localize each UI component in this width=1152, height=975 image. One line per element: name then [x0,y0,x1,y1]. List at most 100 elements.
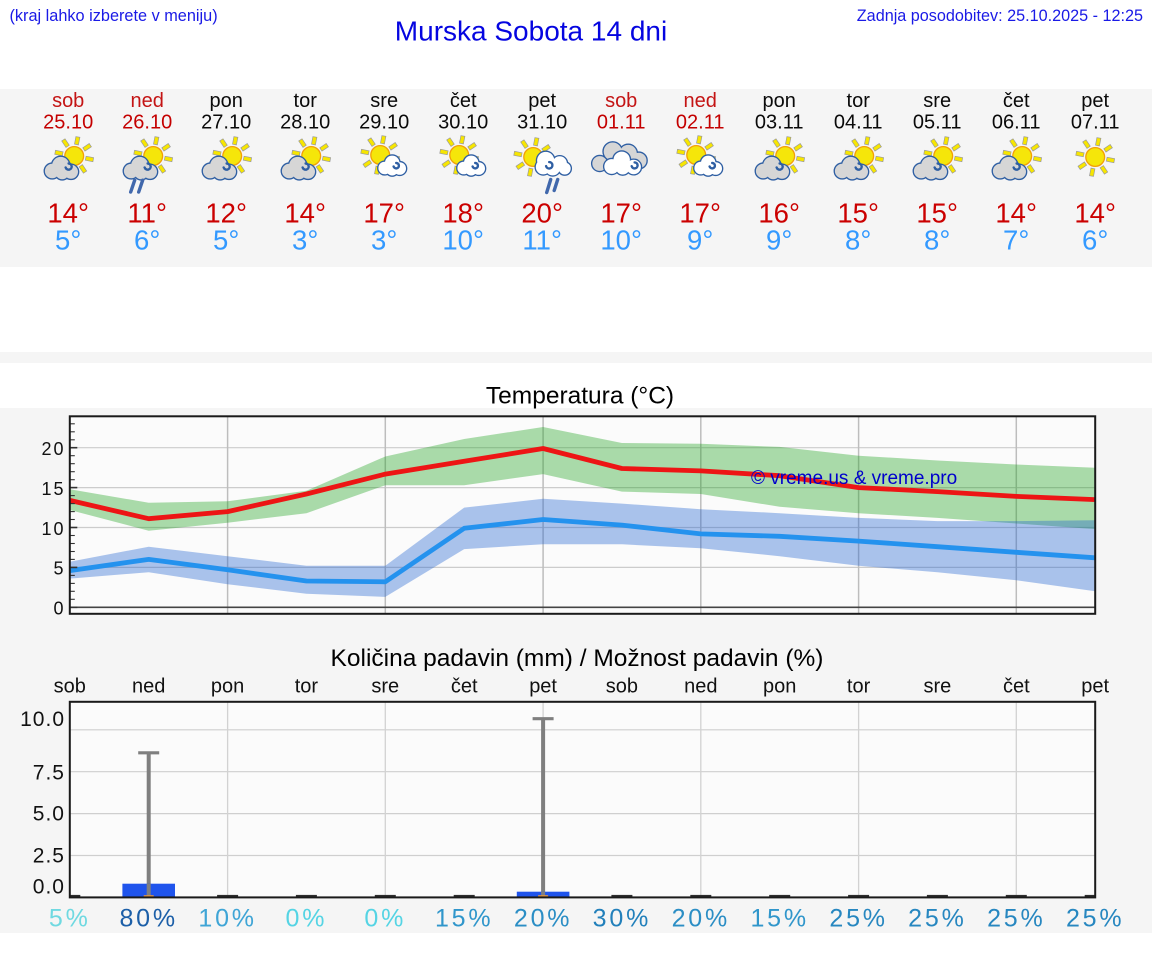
svg-text:pet: pet [529,676,557,698]
svg-text:0.0: 0.0 [33,876,65,899]
svg-text:30.10: 30.10 [438,112,488,134]
svg-text:pon: pon [763,676,796,698]
svg-text:31.10: 31.10 [517,112,567,134]
svg-text:14°: 14° [1074,198,1116,229]
svg-text:15°: 15° [837,198,879,229]
svg-text:9°: 9° [687,225,713,256]
svg-text:pon: pon [210,90,243,112]
svg-text:28.10: 28.10 [280,112,330,134]
svg-text:pon: pon [211,676,244,698]
svg-text:07.11: 07.11 [1071,112,1120,134]
svg-text:© vreme.us & vreme.pro: © vreme.us & vreme.pro [751,468,957,489]
svg-text:8°: 8° [845,225,871,256]
svg-text:Zadnja posodobitev: 25.10.2025: Zadnja posodobitev: 25.10.2025 - 12:25 [857,7,1143,25]
svg-text:10°: 10° [442,225,484,256]
svg-text:15: 15 [41,479,65,499]
svg-text:tor: tor [295,676,319,698]
svg-text:05.11: 05.11 [913,112,962,134]
svg-text:ned: ned [684,676,717,698]
svg-text:14°: 14° [284,198,326,229]
svg-text:5°: 5° [213,225,239,256]
svg-text:ned: ned [132,676,165,698]
svg-text:5°: 5° [55,225,81,256]
svg-text:pon: pon [763,90,796,112]
svg-text:02.11: 02.11 [676,112,725,134]
svg-text:14°: 14° [995,198,1037,229]
svg-text:čet: čet [1003,90,1030,112]
svg-text:10°: 10° [600,225,642,256]
svg-text:04.11: 04.11 [834,112,883,134]
svg-text:11°: 11° [522,225,562,256]
svg-text:25%: 25% [987,904,1045,932]
svg-text:10: 10 [41,519,65,539]
svg-text:Murska Sobota 14 dni: Murska Sobota 14 dni [395,16,667,47]
svg-text:sre: sre [923,90,951,112]
svg-text:tor: tor [847,90,871,112]
svg-text:25%: 25% [908,904,966,932]
svg-text:pet: pet [1081,676,1109,698]
svg-text:16°: 16° [758,198,800,229]
svg-text:11°: 11° [127,198,167,229]
svg-text:7°: 7° [1003,225,1029,256]
svg-text:sob: sob [54,676,86,698]
svg-text:25.10: 25.10 [43,112,93,134]
svg-text:čet: čet [450,90,477,112]
svg-text:sob: sob [606,676,638,698]
svg-text:20%: 20% [514,904,572,932]
svg-text:pet: pet [528,90,556,112]
svg-text:30%: 30% [593,904,651,932]
svg-text:25%: 25% [1066,904,1124,932]
svg-text:sob: sob [605,90,637,112]
svg-text:12°: 12° [205,198,247,229]
svg-text:Količina padavin (mm) / Možnos: Količina padavin (mm) / Možnost padavin … [331,645,824,672]
svg-text:15%: 15% [750,904,808,932]
svg-text:3°: 3° [371,225,397,256]
svg-text:sre: sre [370,90,398,112]
svg-text:26.10: 26.10 [122,112,172,134]
svg-text:01.11: 01.11 [597,112,646,134]
svg-text:(kraj lahko izberete v meniju): (kraj lahko izberete v meniju) [10,7,218,25]
svg-text:06.11: 06.11 [992,112,1041,134]
svg-text:18°: 18° [442,198,484,229]
svg-text:5%: 5% [49,904,91,932]
svg-text:20°: 20° [521,198,563,229]
svg-text:2.5: 2.5 [33,845,65,868]
svg-text:15°: 15° [916,198,958,229]
svg-text:17°: 17° [363,198,405,229]
svg-text:0%: 0% [364,904,406,932]
svg-text:0%: 0% [286,904,328,932]
svg-text:Temperatura (°C): Temperatura (°C) [486,383,674,410]
svg-text:25%: 25% [829,904,887,932]
svg-text:03.11: 03.11 [755,112,804,134]
svg-text:sob: sob [52,90,84,112]
svg-text:14°: 14° [47,198,89,229]
svg-text:sre: sre [371,676,399,698]
svg-text:29.10: 29.10 [359,112,409,134]
svg-text:tor: tor [847,676,871,698]
svg-text:ned: ned [131,90,164,112]
svg-text:pet: pet [1081,90,1109,112]
svg-text:6°: 6° [1082,225,1108,256]
svg-text:5: 5 [53,559,65,579]
svg-text:6°: 6° [134,225,160,256]
svg-text:0: 0 [53,599,65,619]
svg-text:80%: 80% [119,904,177,932]
svg-text:10.0: 10.0 [20,708,65,731]
svg-text:7.5: 7.5 [33,762,65,785]
svg-text:čet: čet [451,676,478,698]
svg-text:sre: sre [924,676,952,698]
svg-text:20%: 20% [672,904,730,932]
svg-text:3°: 3° [292,225,318,256]
svg-text:10%: 10% [198,904,256,932]
svg-text:17°: 17° [600,198,642,229]
svg-text:čet: čet [1003,676,1030,698]
svg-text:17°: 17° [679,198,721,229]
svg-text:ned: ned [684,90,717,112]
svg-text:tor: tor [294,90,318,112]
svg-text:20: 20 [41,439,65,459]
svg-text:9°: 9° [766,225,792,256]
svg-text:8°: 8° [924,225,950,256]
svg-text:27.10: 27.10 [201,112,251,134]
svg-text:5.0: 5.0 [33,803,65,826]
svg-text:15%: 15% [435,904,493,932]
